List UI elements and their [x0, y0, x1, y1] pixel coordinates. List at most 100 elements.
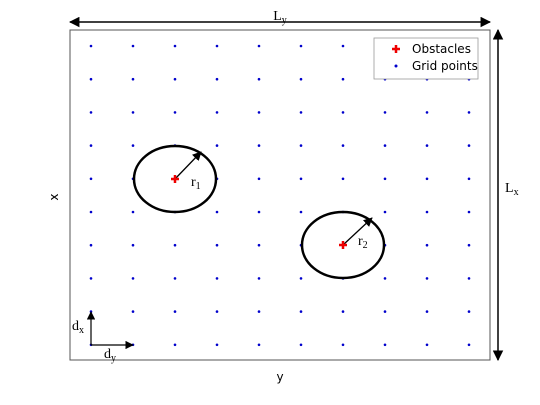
grid-point — [131, 310, 135, 313]
grid-point — [467, 277, 471, 280]
grid-point — [341, 144, 345, 147]
grid-point — [299, 77, 303, 81]
grid-point — [257, 177, 261, 181]
grid-point — [299, 177, 303, 181]
height-label: Lx — [505, 181, 519, 198]
grid-point — [425, 177, 429, 181]
grid-point — [257, 210, 261, 214]
grid-point — [425, 111, 429, 114]
radius-arrow — [342, 217, 373, 246]
grid-point — [299, 144, 303, 147]
grid-point — [257, 343, 261, 347]
grid-point — [215, 144, 219, 147]
grid-point — [341, 343, 345, 347]
grid-point — [215, 44, 219, 48]
grid-point — [425, 277, 429, 280]
grid-point — [215, 310, 219, 313]
legend-obstacle-marker — [392, 45, 400, 53]
grid-point — [131, 243, 135, 247]
grid-point — [257, 111, 261, 114]
grid-point — [383, 177, 387, 181]
grid-point — [467, 310, 471, 313]
grid-point — [215, 77, 219, 81]
grid-point — [257, 310, 261, 313]
grid-point — [425, 210, 429, 214]
grid-point — [383, 277, 387, 280]
grid-point — [131, 44, 135, 48]
legend-box — [373, 37, 479, 80]
domain-box — [69, 29, 491, 361]
grid-point — [215, 343, 219, 347]
grid-point — [173, 343, 177, 347]
grid-point — [341, 177, 345, 181]
grid-point — [257, 277, 261, 280]
grid-point — [89, 111, 93, 114]
dy-label: dy — [104, 347, 116, 364]
grid-point — [173, 44, 177, 48]
legend-grid-marker — [394, 64, 398, 68]
grid-point — [341, 44, 345, 48]
grid-point — [467, 243, 471, 247]
x-axis-label: x — [47, 193, 61, 200]
grid-point — [89, 144, 93, 147]
grid-point — [299, 310, 303, 313]
grid-point — [383, 310, 387, 313]
grid-point — [257, 144, 261, 147]
grid-point — [467, 210, 471, 214]
dx-label: dx — [72, 319, 84, 336]
grid-point — [131, 277, 135, 280]
legend-entry: Grid points — [412, 59, 478, 73]
obstacle-center — [171, 175, 179, 183]
grid-point — [383, 343, 387, 347]
grid-point — [173, 111, 177, 114]
grid-point — [425, 310, 429, 313]
grid-point — [215, 243, 219, 247]
grid-point — [299, 277, 303, 280]
grid-point — [341, 77, 345, 81]
width-label: Ly — [273, 9, 287, 26]
grid-point — [89, 210, 93, 214]
radius-label: r1 — [191, 175, 201, 192]
radius-label: r2 — [358, 234, 368, 251]
grid-point — [341, 310, 345, 313]
grid-point — [215, 277, 219, 280]
grid-point — [383, 111, 387, 114]
grid-point — [173, 243, 177, 247]
grid-point — [131, 77, 135, 81]
grid-point — [299, 343, 303, 347]
legend-entry: Obstacles — [412, 42, 471, 56]
grid-point — [383, 210, 387, 214]
grid-point — [467, 111, 471, 114]
grid-point — [257, 77, 261, 81]
grid-point — [215, 210, 219, 214]
grid-point — [467, 343, 471, 347]
radius-arrow — [174, 151, 202, 180]
grid-point — [89, 243, 93, 247]
grid-points — [89, 44, 471, 347]
grid-point — [257, 44, 261, 48]
obstacle-boundary — [132, 144, 218, 214]
grid-point — [131, 144, 135, 147]
grid-point — [131, 210, 135, 214]
grid-point — [383, 144, 387, 147]
grid-point — [425, 343, 429, 347]
grid-point — [89, 177, 93, 181]
grid-point — [299, 111, 303, 114]
grid-point — [173, 310, 177, 313]
grid-point — [173, 277, 177, 280]
grid-point — [89, 44, 93, 48]
grid-point — [215, 111, 219, 114]
grid-point — [467, 144, 471, 147]
grid-point — [467, 177, 471, 181]
y-axis-label: y — [276, 370, 283, 384]
grid-point — [89, 77, 93, 81]
grid-point — [341, 111, 345, 114]
grid-point — [131, 111, 135, 114]
grid-point — [89, 277, 93, 280]
grid-point — [173, 77, 177, 81]
grid-point — [299, 210, 303, 214]
obstacle-center — [339, 241, 347, 249]
obstacle-boundary — [300, 210, 386, 280]
grid-point — [257, 243, 261, 247]
